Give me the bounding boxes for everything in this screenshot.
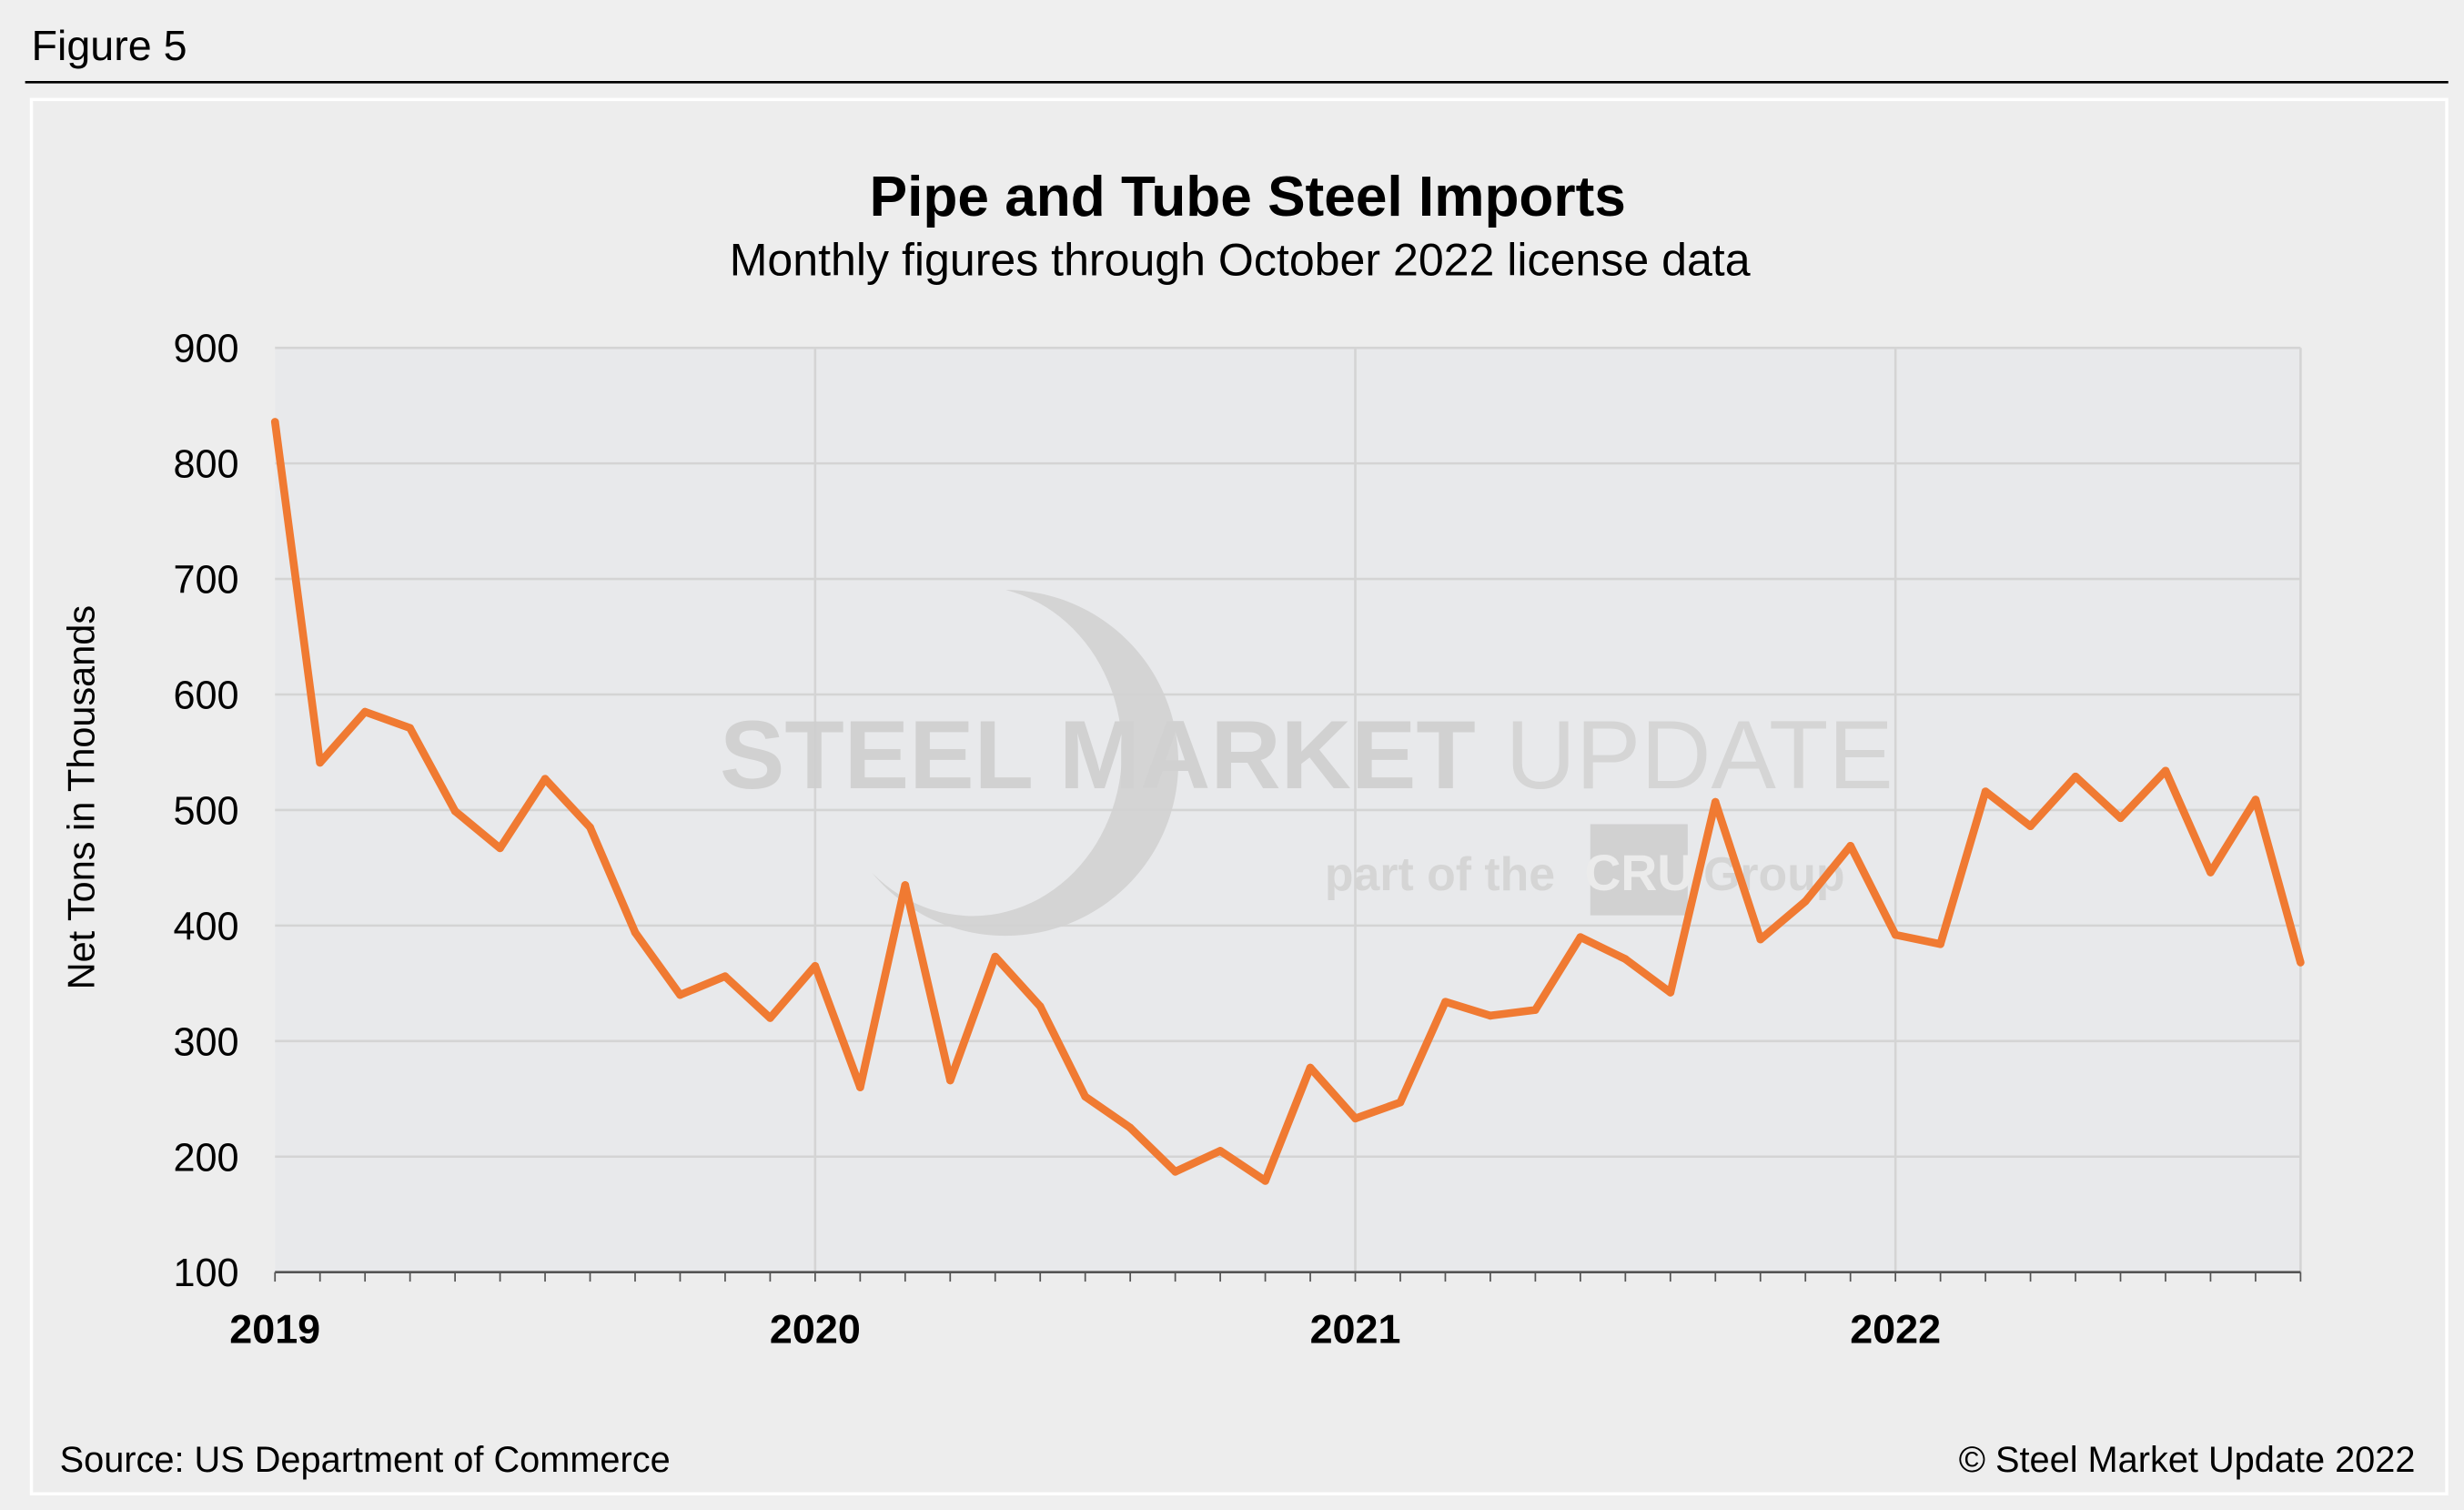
data-point (2297, 958, 2305, 967)
cru-logo: CRU (1584, 845, 1693, 901)
data-point (406, 724, 414, 733)
y-tick-label: 500 (173, 789, 238, 833)
data-point (2026, 822, 2035, 831)
data-point (1261, 1177, 1269, 1185)
x-tick-label: 2019 (229, 1305, 320, 1352)
data-point (1756, 935, 1765, 944)
x-axis: 2019 2020 2021 2022 (229, 1271, 2302, 1352)
data-point (360, 707, 369, 716)
gridlines (275, 346, 2302, 1273)
data-point (1351, 1114, 1359, 1123)
data-point (1936, 939, 1944, 948)
data-point (1171, 1167, 1179, 1176)
source-note: Source: US Department of Commerce (60, 1440, 671, 1480)
data-point (2206, 868, 2215, 877)
data-point (450, 806, 459, 816)
x-tick-label: 2021 (1310, 1305, 1401, 1352)
data-point (631, 928, 640, 937)
data-point (1531, 1006, 1540, 1014)
data-point (1035, 1002, 1045, 1011)
data-point (1801, 897, 1810, 906)
data-point (1216, 1147, 1225, 1155)
y-tick-label: 700 (173, 559, 238, 603)
data-point (2071, 772, 2080, 781)
y-tick-label: 600 (173, 674, 238, 718)
chart-subtitle: Monthly figures through October 2022 lic… (730, 235, 1751, 286)
data-point (540, 775, 550, 783)
y-tick-label: 100 (173, 1252, 238, 1295)
data-point (496, 844, 504, 853)
data-point (1441, 998, 1449, 1006)
data-point (991, 952, 1000, 961)
x-tick-label: 2022 (1850, 1305, 1941, 1352)
data-point (1306, 1063, 1315, 1072)
data-point (1081, 1092, 1090, 1101)
data-point (1621, 955, 1630, 964)
watermark-swoosh (872, 590, 1179, 937)
watermark-pre: part of the (1325, 847, 1555, 900)
cru-logo-box (1590, 824, 1688, 916)
y-tick-label: 400 (173, 905, 238, 948)
data-point (945, 1076, 954, 1085)
data-point (1666, 988, 1675, 997)
data-point (2251, 796, 2260, 804)
data-point (811, 961, 820, 970)
data-point (2161, 766, 2170, 775)
y-tick-label: 200 (173, 1136, 238, 1180)
data-point (676, 990, 684, 999)
figure-label: Figure 5 (32, 22, 187, 69)
data-point (1126, 1123, 1135, 1132)
data-point (856, 1083, 864, 1091)
data-point (1396, 1098, 1405, 1107)
data-point (1486, 1011, 1495, 1020)
series-line-group (270, 418, 2305, 1185)
watermark-post: Group (1703, 847, 1844, 900)
series-line (270, 421, 2305, 1185)
y-tick-label: 300 (173, 1020, 238, 1064)
data-point (721, 972, 730, 981)
data-point (1981, 787, 1990, 796)
data-point (1846, 841, 1855, 850)
data-point (1576, 933, 1585, 941)
watermark: STEEL MARKET UPDATE part of the CRU Grou… (720, 590, 1893, 937)
data-point (1891, 930, 1900, 939)
data-point (1711, 797, 1720, 806)
copyright-note: © Steel Market Update 2022 (1959, 1440, 2416, 1480)
x-tick-label: 2020 (770, 1305, 861, 1352)
data-point (2116, 814, 2125, 823)
y-tick-label: 800 (173, 443, 238, 487)
chart-title: Pipe and Tube Steel Imports (870, 166, 1626, 228)
y-tick-label: 900 (173, 328, 238, 371)
data-point (766, 1014, 774, 1022)
y-axis-label: Net Tons in Thousands (60, 605, 103, 989)
watermark-light: UPDATE (1506, 700, 1893, 809)
y-axis: 100 200 300 400 500 600 700 800 900 (173, 328, 238, 1296)
data-point (901, 881, 910, 889)
watermark-bold: STEEL MARKET (720, 700, 1476, 809)
data-point (270, 418, 279, 426)
data-point (586, 823, 594, 832)
data-point (316, 758, 325, 767)
